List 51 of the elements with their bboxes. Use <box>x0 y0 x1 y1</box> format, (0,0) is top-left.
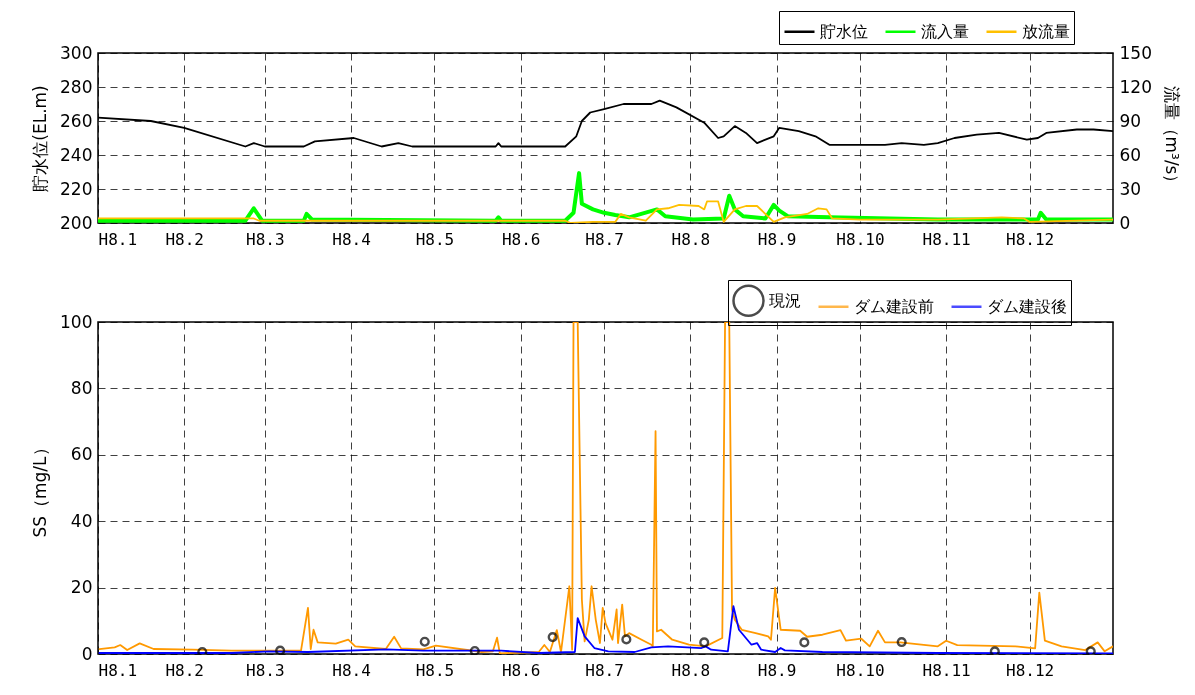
x-tick-label: H8.10 <box>836 660 885 680</box>
y2-tick-label: 150 <box>1119 42 1152 63</box>
y-tick-label: 300 <box>60 42 93 63</box>
legend-label: 放流量 <box>1022 21 1070 41</box>
y2-tick-label: 0 <box>1119 212 1131 233</box>
legend-label: 貯水位 <box>820 21 868 41</box>
x-tick-label: H8.11 <box>922 229 971 249</box>
x-tick-label: H8.10 <box>836 229 885 249</box>
y-tick-label: 0 <box>81 643 93 664</box>
x-tick-label: H8.1 <box>98 660 138 680</box>
x-tick-label: H8.2 <box>165 229 204 249</box>
x-tick-label: H8.11 <box>922 660 971 680</box>
y2-axis-title: 流量（m³/s） <box>1161 85 1182 192</box>
x-tick-label: H8.3 <box>246 660 285 680</box>
y-tick-label: 60 <box>70 444 93 465</box>
legend-label: 流入量 <box>921 21 969 41</box>
y-tick-label: 280 <box>60 76 93 97</box>
y2-tick-label: 120 <box>1119 76 1152 97</box>
x-tick-label: H8.8 <box>671 229 711 249</box>
y-tick-label: 40 <box>70 510 93 531</box>
legend-label: ダム建設前 <box>854 296 934 316</box>
x-tick-label: H8.12 <box>1005 660 1055 680</box>
y-tick-label: 260 <box>60 110 93 131</box>
x-tick-label: H8.2 <box>165 660 204 680</box>
x-tick-label: H8.9 <box>757 660 797 680</box>
x-tick-label: H8.4 <box>332 660 371 680</box>
y-tick-label: 20 <box>70 577 93 598</box>
x-tick-label: H8.3 <box>246 229 285 249</box>
legend-label: 現況 <box>769 290 801 310</box>
x-tick-label: H8.5 <box>415 660 455 680</box>
x-tick-label: H8.7 <box>585 229 624 249</box>
y-tick-label: 240 <box>60 144 93 165</box>
x-tick-label: H8.9 <box>757 229 797 249</box>
y2-tick-label: 90 <box>1119 110 1142 131</box>
y-tick-label: 100 <box>60 311 93 332</box>
y-tick-label: 80 <box>70 377 93 398</box>
y-tick-label: 200 <box>60 212 93 233</box>
y2-tick-label: 60 <box>1119 144 1142 165</box>
y-axis-title: SS（mg/L） <box>30 439 51 538</box>
x-tick-label: H8.5 <box>415 229 455 249</box>
x-tick-label: H8.8 <box>671 660 711 680</box>
x-tick-label: H8.7 <box>585 660 624 680</box>
legend-label: ダム建設後 <box>987 296 1067 316</box>
x-tick-label: H8.6 <box>501 660 541 680</box>
x-tick-label: H8.6 <box>501 229 541 249</box>
x-tick-label: H8.4 <box>332 229 371 249</box>
x-tick-label: H8.1 <box>98 229 138 249</box>
x-tick-label: H8.12 <box>1005 229 1055 249</box>
y2-tick-label: 30 <box>1119 178 1142 199</box>
y-axis-title: 貯水位(EL.m) <box>30 85 51 192</box>
y-tick-label: 220 <box>60 178 93 199</box>
